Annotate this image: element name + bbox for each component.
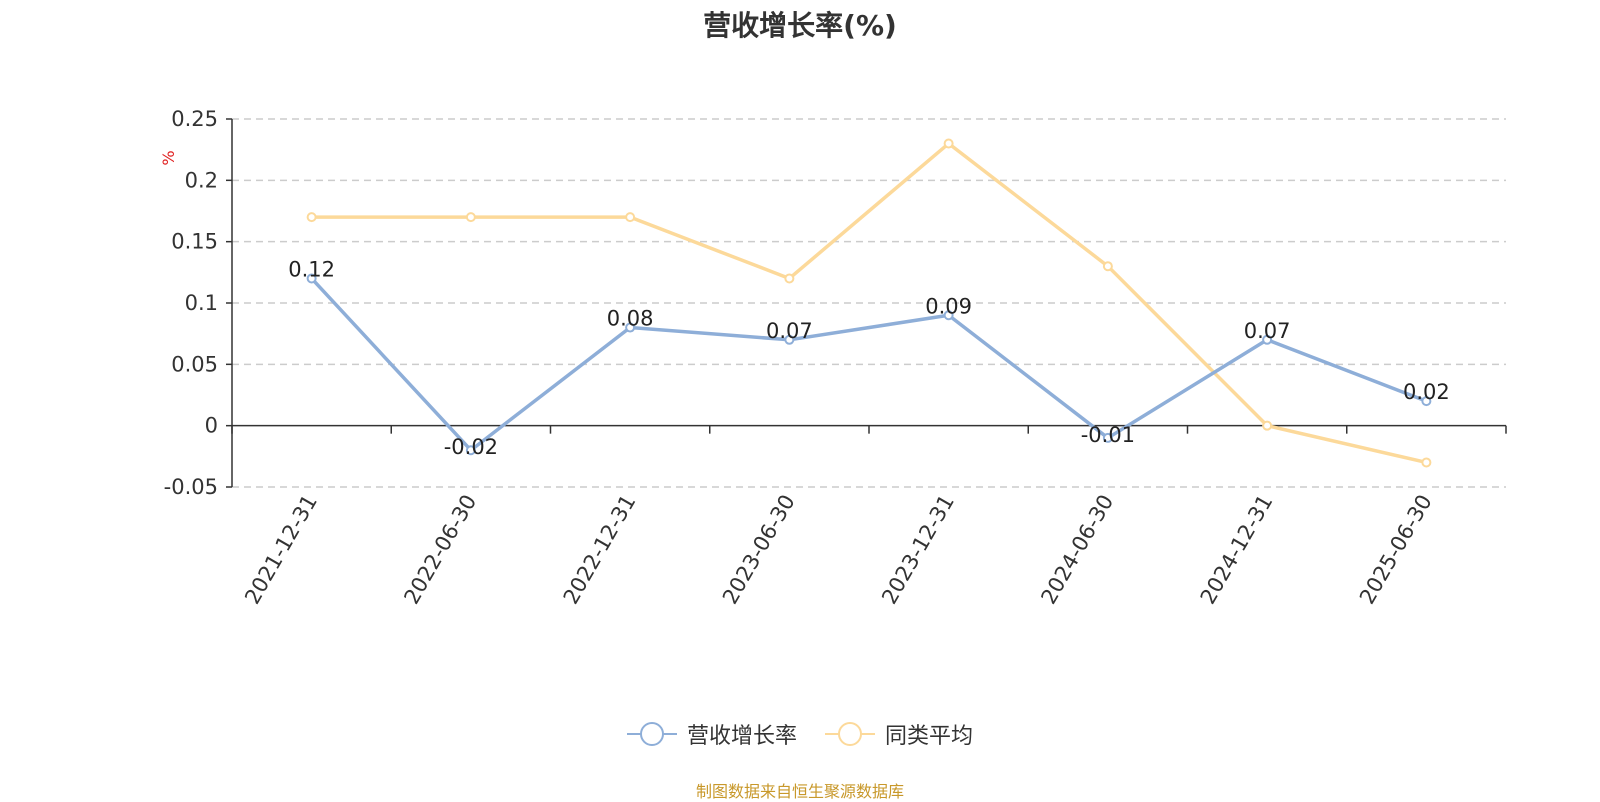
y-tick-label: 0 <box>205 414 218 438</box>
data-point <box>1102 261 1113 272</box>
data-label: 0.02 <box>1403 380 1450 404</box>
data-point <box>784 273 795 284</box>
data-point <box>1262 334 1273 345</box>
y-tick-label: 0.15 <box>171 230 218 254</box>
x-tick-label: 2024-12-31 <box>1196 491 1278 609</box>
y-tick-label: 0.25 <box>171 107 218 131</box>
legend-label: 营收增长率 <box>686 724 797 749</box>
series-line-0 <box>310 277 1428 452</box>
x-tick-label: 2021-12-31 <box>240 491 322 609</box>
data-point <box>306 212 317 223</box>
y-tick-label: 0.2 <box>185 168 218 192</box>
data-label: 0.12 <box>288 257 335 281</box>
x-tick-label: 2023-12-31 <box>877 491 959 609</box>
y-tick-label: 0.1 <box>185 291 218 315</box>
data-point <box>1421 457 1432 468</box>
data-point <box>1262 420 1273 431</box>
data-label: -0.02 <box>444 435 498 459</box>
data-point <box>784 334 795 345</box>
chart-title: 营收增长率(%) <box>703 9 897 42</box>
data-label: -0.01 <box>1081 423 1135 447</box>
y-axis-label: % <box>159 150 178 165</box>
data-point <box>465 445 476 456</box>
legend: 营收增长率 同类平均 <box>0 718 1600 750</box>
x-tick-label: 2022-12-31 <box>559 491 641 609</box>
y-tick-label: 0.05 <box>171 352 218 376</box>
x-tick-label: 2022-06-30 <box>399 491 481 609</box>
data-label: 0.07 <box>766 319 813 343</box>
data-point <box>306 273 317 284</box>
x-tick-label: 2025-06-30 <box>1355 491 1437 609</box>
data-point <box>943 310 954 321</box>
x-tick-label: 2024-06-30 <box>1036 491 1118 609</box>
data-point <box>1421 396 1432 407</box>
data-label: 0.08 <box>607 307 654 331</box>
data-point <box>943 138 954 149</box>
data-point <box>625 212 636 223</box>
data-point <box>1102 432 1113 443</box>
legend-item[interactable]: 营收增长率 <box>626 718 797 750</box>
series-line-1 <box>311 141 1427 465</box>
legend-label: 同类平均 <box>885 724 974 749</box>
x-tick-label: 2023-06-30 <box>718 491 800 609</box>
legend-item[interactable]: 同类平均 <box>825 718 973 750</box>
source-note: 制图数据来自恒生聚源数据库 <box>695 782 904 801</box>
y-tick-label: -0.05 <box>164 475 218 499</box>
legend-line-circle-icon <box>825 722 875 746</box>
legend-line-circle-icon <box>626 722 677 746</box>
data-label: 0.07 <box>1244 319 1291 343</box>
data-label: 0.09 <box>925 294 972 318</box>
data-point <box>625 322 636 333</box>
data-point <box>465 212 476 223</box>
